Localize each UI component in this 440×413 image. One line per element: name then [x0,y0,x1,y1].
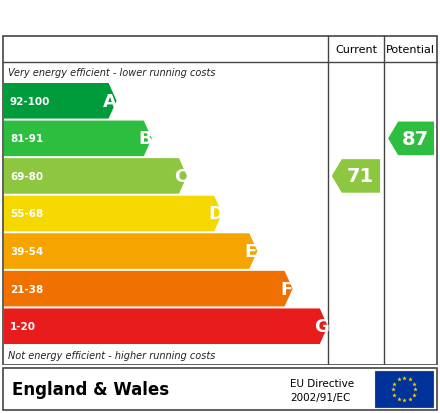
Text: 81-91: 81-91 [10,134,43,144]
Bar [375,371,433,407]
Text: 92-100: 92-100 [10,97,50,107]
Text: B: B [139,130,152,148]
Text: F: F [280,280,292,298]
Text: 55-68: 55-68 [10,209,43,219]
Text: 21-38: 21-38 [10,284,43,294]
Polygon shape [4,159,187,194]
Text: 87: 87 [401,130,429,149]
Polygon shape [4,196,222,232]
Text: 1-20: 1-20 [10,321,36,331]
Text: 2002/91/EC: 2002/91/EC [290,392,350,402]
Text: EU Directive: EU Directive [290,378,354,388]
Text: England & Wales: England & Wales [12,380,169,398]
Text: G: G [314,318,329,335]
Polygon shape [4,271,293,307]
Polygon shape [388,122,434,156]
Text: 39-54: 39-54 [10,247,43,256]
Text: Current: Current [335,45,377,55]
Bar [3,368,437,410]
Text: 71: 71 [346,167,374,186]
Text: Energy Efficiency Rating: Energy Efficiency Rating [11,8,299,28]
Text: 69-80: 69-80 [10,171,43,181]
Text: D: D [208,205,223,223]
Polygon shape [4,84,117,119]
Text: C: C [174,168,187,185]
Text: Not energy efficient - higher running costs: Not energy efficient - higher running co… [8,350,215,360]
Text: A: A [103,93,117,111]
Polygon shape [332,160,380,193]
Text: E: E [245,242,257,261]
Text: Potential: Potential [386,45,435,55]
Polygon shape [4,234,257,269]
Text: Very energy efficient - lower running costs: Very energy efficient - lower running co… [8,68,216,78]
Polygon shape [4,121,152,157]
Polygon shape [4,309,328,344]
